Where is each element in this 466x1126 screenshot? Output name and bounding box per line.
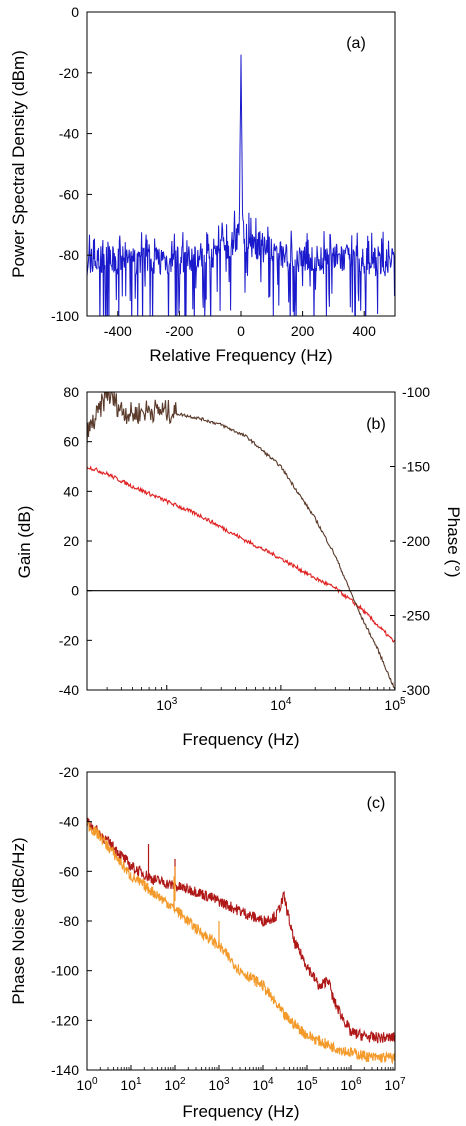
- panel-pb-y-tick-label-5: -20: [59, 632, 79, 648]
- panel-b-y-ticks: 80 60 40 20 0 -20 -40: [59, 384, 92, 698]
- panel-pb-series-0-line: [87, 465, 395, 643]
- panel-pc-x-tick-label-7: 107: [384, 1076, 406, 1093]
- panel-pb-y-tick-label-0: 80: [63, 384, 79, 400]
- panel-pa-y-tick-label-0: 0: [71, 4, 79, 20]
- panel-pc-y-tick-label-4: -100: [51, 963, 79, 979]
- panel-pc-x-tick-label-3: 103: [208, 1076, 230, 1093]
- panel-pc-y-tick-label-3: -80: [59, 913, 79, 929]
- panel-a-y-axis-title: Power Spectral Density (dBm): [9, 50, 28, 278]
- panel-c: 100 101 102 103 104 105 106 107 -20 -40 -60 -80 -10…: [9, 764, 406, 1121]
- panel-b-y-axis-title: Gain (dB): [15, 506, 34, 579]
- panel-pa-y-tick-label-3: -60: [59, 186, 79, 202]
- panel-pb-y-tick-label-2: 40: [63, 483, 79, 499]
- panel-pc-series-0-line: [87, 817, 395, 1044]
- panel-pb-y2-tick-label-1: -150: [402, 459, 430, 475]
- panel-a-series-layer: [87, 54, 395, 316]
- panel-pa-series-0-line: [87, 54, 395, 316]
- panel-pa-y-tick-label-2: -40: [59, 126, 79, 142]
- panel-pa-x-tick-label-2: 0: [237, 323, 245, 339]
- panel-pb-x-tick-label-1: 104: [270, 696, 292, 713]
- panel-c-y-axis-title: Phase Noise (dBc/Hz): [9, 837, 28, 1004]
- panel-pa-y-tick-label-1: -20: [59, 65, 79, 81]
- panel-pc-y-tick-label-2: -60: [59, 863, 79, 879]
- panel-a-x-axis-title: Relative Frequency (Hz): [149, 346, 332, 365]
- panel-pc-y-tick-label-5: -120: [51, 1012, 79, 1028]
- panel-b-y2-ticks: -100 -150 -200 -250 -300: [390, 384, 430, 698]
- panel-pb-y-tick-label-3: 20: [63, 533, 79, 549]
- panel-a-label: (a): [346, 35, 366, 52]
- panel-a: -400 -200 0 200 400 0 -20 -40 -60 -80 -100 (a) Re…: [9, 4, 396, 365]
- panel-pb-y-tick-label-6: -40: [59, 682, 79, 698]
- panel-pa-x-tick-label-4: 400: [353, 323, 377, 339]
- panel-pb-x-tick-label-0: 103: [156, 696, 178, 713]
- panel-b-plot-frame: [86, 391, 396, 691]
- panel-a-y-ticks: 0 -20 -40 -60 -80 -100: [51, 4, 92, 324]
- panel-c-label: (c): [367, 795, 386, 812]
- panel-pa-y-tick-label-4: -80: [59, 247, 79, 263]
- panel-pb-y2-tick-label-2: -200: [402, 533, 430, 549]
- panel-pc-series-1-line: [87, 820, 395, 1065]
- panel-pa-x-tick-label-3: 200: [291, 323, 315, 339]
- panel-pb-x-tick-label-2: 105: [384, 696, 406, 713]
- panel-c-x-axis-title: Frequency (Hz): [182, 1102, 299, 1121]
- panel-pb-y2-tick-label-3: -250: [402, 608, 430, 624]
- panel-pc-x-tick-label-0: 100: [76, 1076, 98, 1093]
- panel-b-series-layer: [87, 392, 395, 690]
- panel-pb-y-tick-label-4: 0: [71, 583, 79, 599]
- panel-pb-y2-tick-label-4: -300: [402, 682, 430, 698]
- panel-b: 103 104 105 80 60 40 20 0 -20 -40 -100 -150 -200 -2…: [15, 384, 463, 749]
- panel-pa-x-tick-label-0: -400: [104, 323, 132, 339]
- panel-b-y2-axis-title: Phase (°): [444, 506, 463, 577]
- panel-b-x-ticks: 103 104 105: [86, 685, 406, 713]
- panel-c-x-ticks: 100 101 102 103 104 105 106 107: [76, 1065, 406, 1093]
- panel-c-series-layer: [87, 817, 395, 1065]
- panel-pb-y-tick-label-1: 60: [63, 434, 79, 450]
- panel-pc-y-tick-label-1: -40: [59, 814, 79, 830]
- panel-a-x-ticks: -400 -200 0 200 400: [104, 311, 376, 339]
- panel-pb-y2-tick-label-0: -100: [402, 384, 430, 400]
- panel-pc-x-tick-label-6: 106: [340, 1076, 362, 1093]
- panel-pc-y-tick-label-6: -140: [51, 1062, 79, 1078]
- panel-pc-x-tick-label-1: 101: [120, 1076, 142, 1093]
- panel-pc-x-tick-label-2: 102: [164, 1076, 186, 1093]
- panel-b-x-axis-title: Frequency (Hz): [182, 730, 299, 749]
- panel-pc-x-tick-label-4: 104: [252, 1076, 274, 1093]
- panel-pb-series-1-line: [87, 392, 395, 690]
- panel-pa-y-tick-label-5: -100: [51, 308, 79, 324]
- panel-pa-x-tick-label-1: -200: [165, 323, 193, 339]
- panel-pc-x-tick-label-5: 105: [296, 1076, 318, 1093]
- panel-b-label: (b): [366, 416, 386, 433]
- panel-c-y-ticks: -20 -40 -60 -80 -100 -120 -140: [51, 764, 92, 1078]
- panel-pc-y-tick-label-0: -20: [59, 764, 79, 780]
